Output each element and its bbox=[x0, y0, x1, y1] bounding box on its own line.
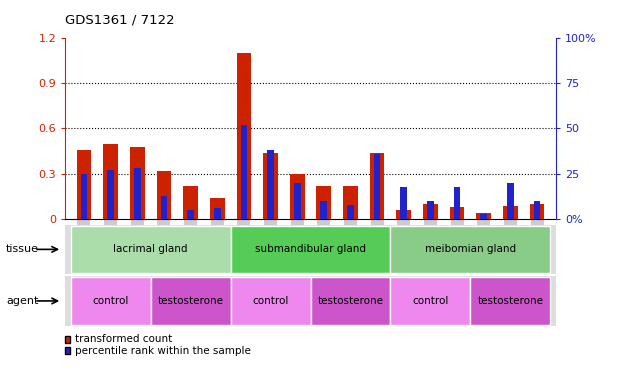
Bar bbox=[230, 226, 391, 273]
Bar bbox=[240, 125, 247, 219]
Text: submandibular gland: submandibular gland bbox=[255, 244, 366, 254]
Text: percentile rank within the sample: percentile rank within the sample bbox=[75, 346, 250, 355]
Bar bbox=[71, 226, 230, 273]
Text: lacrimal gland: lacrimal gland bbox=[113, 244, 188, 254]
Bar bbox=[81, 174, 87, 219]
Bar bbox=[317, 186, 331, 219]
Bar bbox=[150, 277, 230, 325]
Text: tissue: tissue bbox=[6, 244, 39, 254]
Bar bbox=[187, 210, 194, 219]
Text: GDS1361 / 7122: GDS1361 / 7122 bbox=[65, 13, 175, 26]
Bar bbox=[320, 201, 327, 219]
Text: control: control bbox=[252, 296, 289, 306]
Text: agent: agent bbox=[6, 296, 39, 306]
Bar bbox=[530, 204, 545, 219]
Bar bbox=[507, 183, 514, 219]
Bar bbox=[134, 168, 140, 219]
Bar bbox=[396, 210, 411, 219]
Text: testosterone: testosterone bbox=[478, 296, 543, 306]
Bar bbox=[107, 170, 114, 219]
Text: meibomian gland: meibomian gland bbox=[425, 244, 516, 254]
Bar bbox=[183, 186, 198, 219]
Text: control: control bbox=[412, 296, 448, 306]
Bar bbox=[130, 147, 145, 219]
Bar bbox=[230, 277, 310, 325]
Bar bbox=[423, 204, 438, 219]
Bar bbox=[310, 277, 391, 325]
Bar bbox=[450, 207, 465, 219]
Bar bbox=[290, 174, 304, 219]
Bar bbox=[391, 226, 550, 273]
Text: control: control bbox=[93, 296, 129, 306]
Bar bbox=[476, 213, 491, 219]
Bar bbox=[347, 205, 354, 219]
Bar bbox=[237, 53, 251, 219]
Bar bbox=[210, 198, 225, 219]
Bar bbox=[374, 154, 381, 219]
Bar bbox=[503, 206, 518, 219]
Bar bbox=[156, 171, 171, 219]
Text: testosterone: testosterone bbox=[317, 296, 384, 306]
Bar bbox=[160, 196, 167, 219]
Bar bbox=[481, 214, 487, 219]
Bar bbox=[534, 201, 540, 219]
Text: testosterone: testosterone bbox=[158, 296, 224, 306]
Bar bbox=[263, 153, 278, 219]
Bar bbox=[214, 209, 220, 219]
Bar bbox=[427, 201, 434, 219]
Bar bbox=[401, 187, 407, 219]
Bar bbox=[103, 144, 118, 219]
Bar bbox=[267, 150, 274, 219]
Bar bbox=[471, 277, 550, 325]
Bar bbox=[454, 187, 461, 219]
Bar bbox=[343, 186, 358, 219]
Bar bbox=[370, 153, 384, 219]
Text: transformed count: transformed count bbox=[75, 334, 172, 344]
Bar bbox=[391, 277, 471, 325]
Bar bbox=[71, 277, 150, 325]
Bar bbox=[294, 183, 301, 219]
Bar bbox=[76, 150, 91, 219]
